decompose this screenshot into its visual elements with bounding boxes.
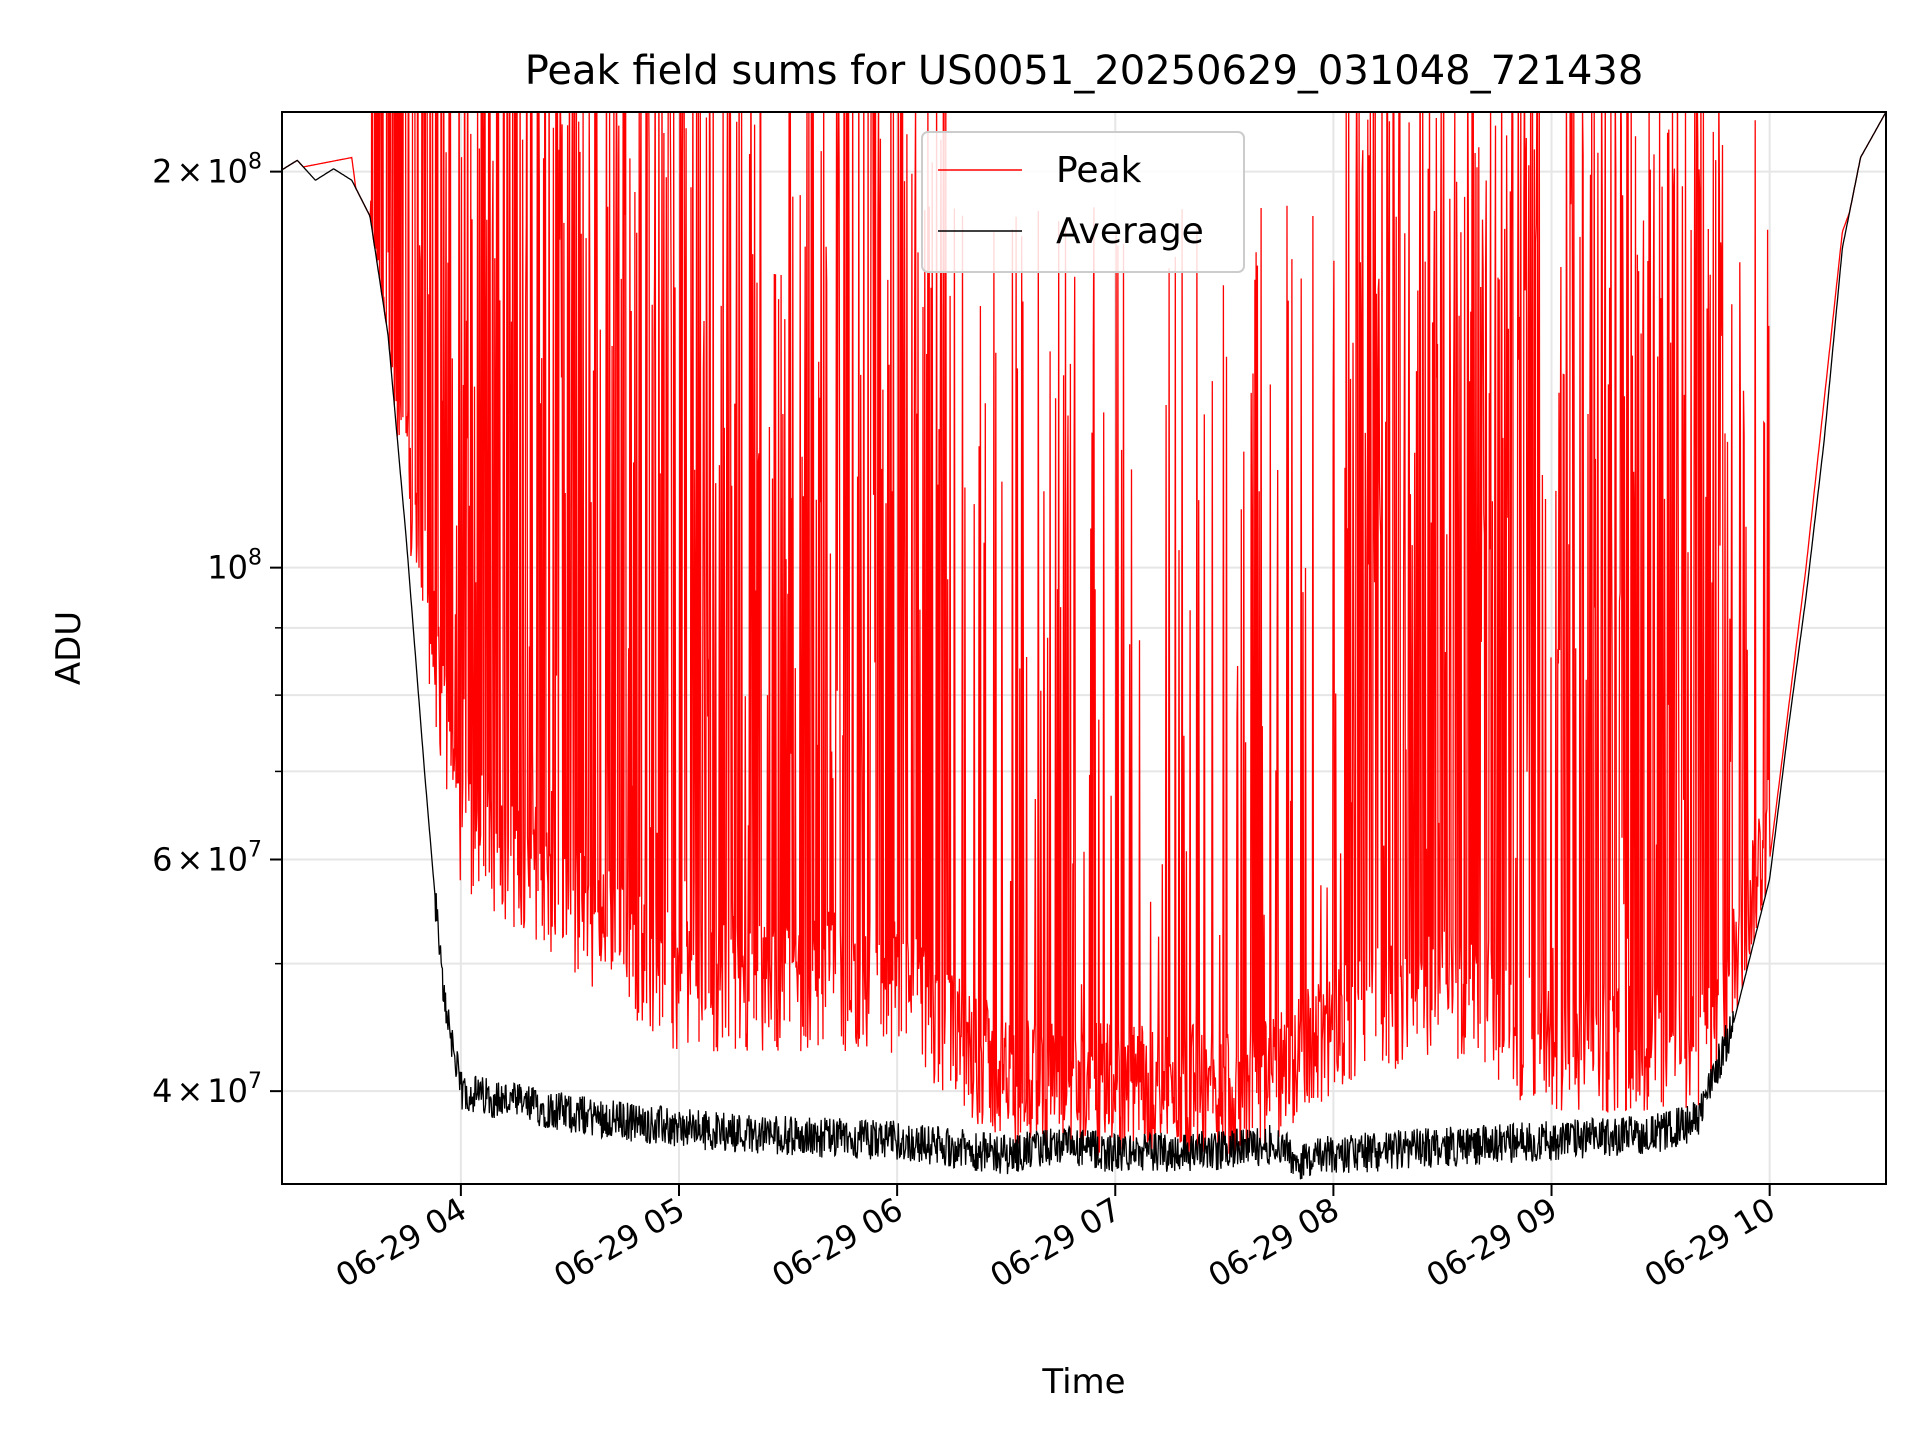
peak-line <box>282 112 1886 1156</box>
series-average <box>282 112 1886 1180</box>
legend-peak-label: Peak <box>1056 150 1142 191</box>
plot-frame <box>281 111 1887 1185</box>
y-axis-label: ADU <box>49 611 89 685</box>
legend-box <box>921 131 1245 273</box>
legend-average-label: Average <box>1056 211 1204 252</box>
x-axis-label: Time <box>1041 1362 1125 1402</box>
y-tick-label: 2 × 108 <box>152 150 262 191</box>
y-tick-label: 108 <box>207 546 262 587</box>
series-peak <box>282 112 1886 1156</box>
chart-title: Peak field sums for US0051_20250629_0310… <box>525 48 1644 94</box>
y-axis: 4 × 107 6 × 107 108 2 × 108 <box>152 150 282 1110</box>
average-line <box>282 112 1886 1180</box>
y-tick-label: 4 × 107 <box>152 1069 262 1110</box>
y-tick-label: 6 × 107 <box>152 837 262 878</box>
legend: Peak Average <box>921 131 1245 273</box>
